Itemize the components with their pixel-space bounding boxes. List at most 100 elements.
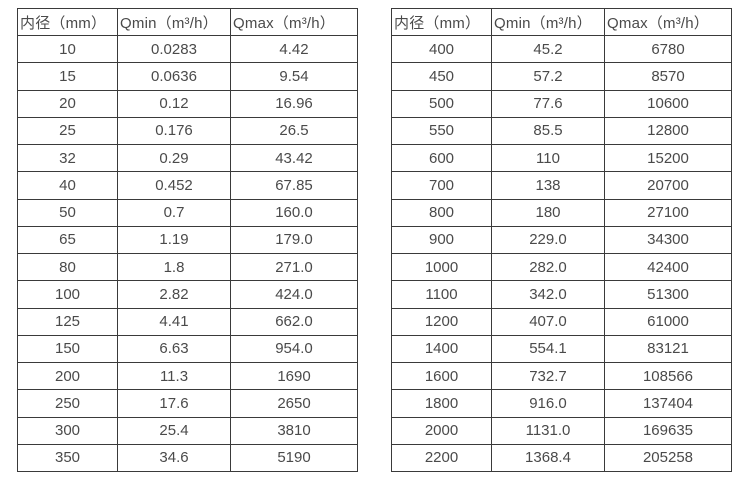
cell-inner-diameter: 300 <box>17 416 118 445</box>
cell-qmax: 271.0 <box>230 252 358 282</box>
cell-qmax: 2650 <box>230 389 358 418</box>
table-row: 700 138 20700 <box>391 171 732 200</box>
cell-inner-diameter: 125 <box>17 307 118 336</box>
table-row: 1800 916.0 137404 <box>391 389 732 418</box>
table-row: 450 57.2 8570 <box>391 62 732 91</box>
table-row: 1000 282.0 42400 <box>391 252 732 282</box>
cell-qmax: 4.42 <box>230 34 358 64</box>
table-row: 125 4.41 662.0 <box>17 307 358 336</box>
cell-inner-diameter: 1600 <box>391 361 492 391</box>
cell-inner-diameter: 20 <box>17 89 118 118</box>
cell-inner-diameter: 2200 <box>391 443 492 473</box>
header-row: 内径（mm） Qmin（m³/h） Qmax（m³/h） <box>17 8 358 36</box>
cell-qmin: 17.6 <box>117 389 231 418</box>
table-row: 1100 342.0 51300 <box>391 280 732 309</box>
cell-inner-diameter: 15 <box>17 62 118 91</box>
cell-qmin: 407.0 <box>491 307 605 336</box>
table-row: 65 1.19 179.0 <box>17 225 358 255</box>
cell-inner-diameter: 80 <box>17 252 118 282</box>
cell-inner-diameter: 1000 <box>391 252 492 282</box>
cell-qmax: 51300 <box>604 280 732 309</box>
cell-qmax: 662.0 <box>230 307 358 336</box>
cell-qmin: 34.6 <box>117 443 231 473</box>
cell-qmax: 3810 <box>230 416 358 445</box>
header-row: 内径（mm） Qmin（m³/h） Qmax（m³/h） <box>391 8 732 36</box>
table-row: 200 11.3 1690 <box>17 361 358 391</box>
header-qmin: Qmin（m³/h） <box>117 8 231 36</box>
cell-qmin: 554.1 <box>491 334 605 364</box>
table-row: 500 77.6 10600 <box>391 89 732 118</box>
table-row: 400 45.2 6780 <box>391 34 732 64</box>
cell-qmax: 43.42 <box>230 143 358 173</box>
cell-qmax: 6780 <box>604 34 732 64</box>
cell-inner-diameter: 350 <box>17 443 118 473</box>
cell-qmin: 4.41 <box>117 307 231 336</box>
cell-qmin: 1131.0 <box>491 416 605 445</box>
cell-inner-diameter: 150 <box>17 334 118 364</box>
cell-inner-diameter: 500 <box>391 89 492 118</box>
table-row: 32 0.29 43.42 <box>17 143 358 173</box>
header-inner-diameter: 内径（mm） <box>391 8 492 36</box>
table-row: 80 1.8 271.0 <box>17 252 358 282</box>
cell-qmax: 83121 <box>604 334 732 364</box>
cell-qmax: 8570 <box>604 62 732 91</box>
cell-qmin: 6.63 <box>117 334 231 364</box>
cell-qmin: 0.0636 <box>117 62 231 91</box>
cell-qmin: 0.0283 <box>117 34 231 64</box>
cell-qmax: 34300 <box>604 225 732 255</box>
cell-qmax: 16.96 <box>230 89 358 118</box>
flow-table-large-diameters: 内径（mm） Qmin（m³/h） Qmax（m³/h） 400 45.2 6780… <box>391 8 732 473</box>
cell-inner-diameter: 200 <box>17 361 118 391</box>
cell-qmax: 20700 <box>604 171 732 200</box>
table-row: 150 6.63 954.0 <box>17 334 358 364</box>
cell-qmin: 77.6 <box>491 89 605 118</box>
header-qmin: Qmin（m³/h） <box>491 8 605 36</box>
cell-inner-diameter: 250 <box>17 389 118 418</box>
cell-qmin: 282.0 <box>491 252 605 282</box>
cell-inner-diameter: 1100 <box>391 280 492 309</box>
table-row: 100 2.82 424.0 <box>17 280 358 309</box>
cell-qmin: 25.4 <box>117 416 231 445</box>
cell-inner-diameter: 600 <box>391 143 492 173</box>
cell-qmax: 67.85 <box>230 171 358 200</box>
cell-inner-diameter: 40 <box>17 171 118 200</box>
cell-qmin: 57.2 <box>491 62 605 91</box>
cell-qmax: 108566 <box>604 361 732 391</box>
table-row: 550 85.5 12800 <box>391 116 732 146</box>
cell-qmin: 0.452 <box>117 171 231 200</box>
table-row: 2000 1131.0 169635 <box>391 416 732 445</box>
cell-inner-diameter: 2000 <box>391 416 492 445</box>
cell-qmin: 1.19 <box>117 225 231 255</box>
cell-qmax: 205258 <box>604 443 732 473</box>
header-qmax: Qmax（m³/h） <box>604 8 732 36</box>
cell-qmin: 2.82 <box>117 280 231 309</box>
cell-qmax: 424.0 <box>230 280 358 309</box>
table-row: 10 0.0283 4.42 <box>17 34 358 64</box>
table-row: 1200 407.0 61000 <box>391 307 732 336</box>
table-row: 40 0.452 67.85 <box>17 171 358 200</box>
table-row: 250 17.6 2650 <box>17 389 358 418</box>
cell-inner-diameter: 65 <box>17 225 118 255</box>
cell-inner-diameter: 25 <box>17 116 118 146</box>
cell-inner-diameter: 50 <box>17 198 118 227</box>
cell-qmax: 1690 <box>230 361 358 391</box>
cell-qmax: 12800 <box>604 116 732 146</box>
cell-qmax: 15200 <box>604 143 732 173</box>
cell-qmin: 1368.4 <box>491 443 605 473</box>
cell-qmin: 0.7 <box>117 198 231 227</box>
cell-inner-diameter: 1200 <box>391 307 492 336</box>
cell-qmin: 110 <box>491 143 605 173</box>
cell-inner-diameter: 900 <box>391 225 492 255</box>
cell-inner-diameter: 800 <box>391 198 492 227</box>
cell-qmin: 229.0 <box>491 225 605 255</box>
cell-qmin: 0.176 <box>117 116 231 146</box>
cell-qmax: 42400 <box>604 252 732 282</box>
table-row: 800 180 27100 <box>391 198 732 227</box>
cell-qmax: 27100 <box>604 198 732 227</box>
table-row: 300 25.4 3810 <box>17 416 358 445</box>
cell-qmin: 45.2 <box>491 34 605 64</box>
cell-qmax: 169635 <box>604 416 732 445</box>
cell-qmin: 138 <box>491 171 605 200</box>
cell-qmin: 1.8 <box>117 252 231 282</box>
